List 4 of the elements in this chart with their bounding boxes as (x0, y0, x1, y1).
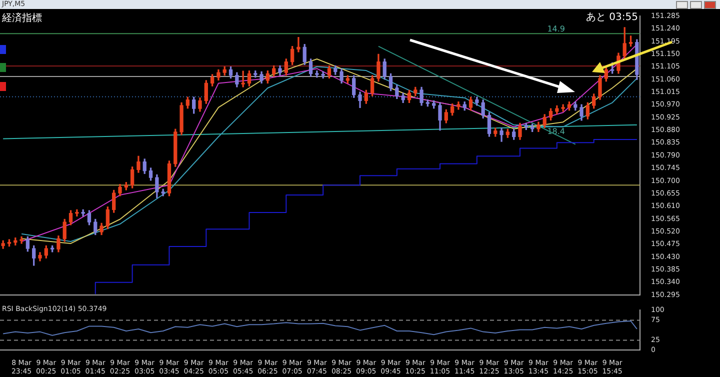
annotation: あと 03:55 (586, 12, 638, 23)
annotation: 18.4 (547, 126, 565, 136)
chart-subtitle: 経済指標 (2, 12, 42, 25)
annotation: 14.9 (547, 24, 565, 34)
